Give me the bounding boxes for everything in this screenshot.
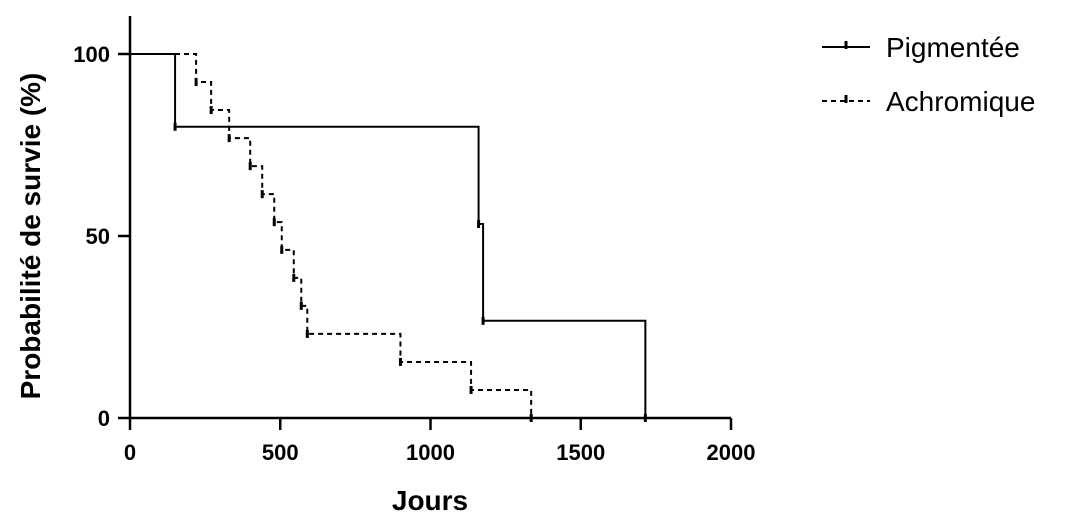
legend: Pigmentée Achromique	[822, 32, 1035, 117]
series-line-achromique	[130, 53, 533, 418]
x-tick-label: 500	[262, 440, 299, 465]
x-tick-label: 0	[124, 440, 136, 465]
y-tick-label: 50	[86, 224, 110, 249]
series-line-pigmentee	[130, 53, 647, 418]
x-tick-label: 1500	[556, 440, 605, 465]
axes: 0 500 1000 1500 2000 0 50 100	[73, 16, 755, 465]
x-tick-label: 2000	[707, 440, 756, 465]
series-layer	[130, 53, 647, 422]
x-axis-title: Jours	[392, 485, 468, 516]
y-axis-title: Probabilité de survie (%)	[15, 73, 46, 400]
y-tick-label: 0	[98, 406, 110, 431]
y-tick-label: 100	[73, 42, 110, 67]
legend-label-achromique: Achromique	[886, 86, 1035, 117]
x-tick-label: 1000	[406, 440, 455, 465]
legend-label-pigmentee: Pigmentée	[886, 32, 1020, 63]
